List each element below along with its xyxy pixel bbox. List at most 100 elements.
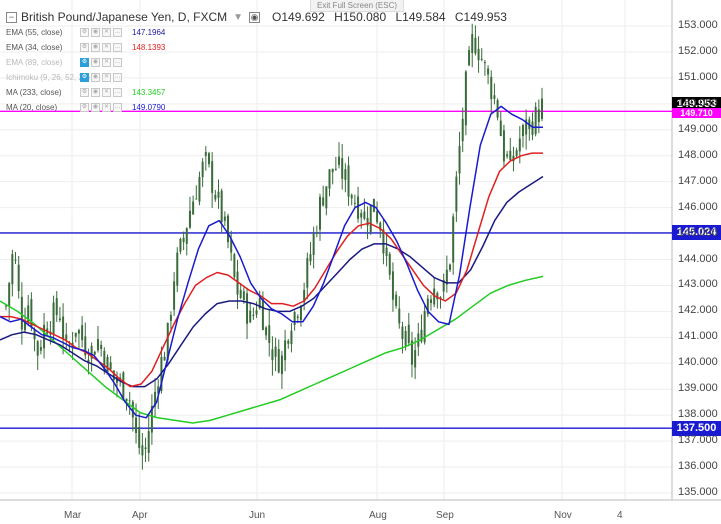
candle-body [17,264,20,292]
candle-body [366,217,369,226]
candle-body [265,327,268,336]
candle-body [455,176,458,212]
price-axis-panel[interactable] [672,0,721,500]
chart-grid [0,0,672,500]
indicator-value: 148.1393 [132,43,166,52]
candle-body [65,334,68,340]
candle-body [109,362,112,370]
settings-icon[interactable]: ⚙ [80,73,89,82]
candle-body [150,405,153,433]
ma233-line [0,275,544,424]
indicator-controls: ⚙ ◉ ✕… [80,73,124,82]
settings-icon[interactable]: ⚙ [80,28,89,37]
candle-body [239,289,242,298]
candle-body [490,77,493,100]
candle-body [436,292,439,300]
candle-body [452,216,455,263]
settings-icon[interactable]: ⚙ [80,58,89,67]
indicator-row[interactable]: MA (20, close) ⚙ ◉ ✕… 149.0790 [6,103,165,112]
candle-body [506,154,509,157]
x-tick-label: Aug [369,510,387,521]
visibility-icon[interactable]: ◉ [91,88,100,97]
hide-series-icon[interactable]: ◉ [249,11,261,23]
visibility-icon[interactable]: ◉ [91,73,100,82]
candle-body [379,222,382,231]
delete-icon[interactable]: ✕ [102,58,111,67]
delete-icon[interactable]: ✕ [102,73,111,82]
more-icon[interactable]: … [113,73,122,82]
candle-body [306,258,309,288]
delete-icon[interactable]: ✕ [102,43,111,52]
candle-body [464,71,467,126]
candle-body [204,152,207,156]
indicator-row[interactable]: Ichimoku (9, 26, 52, 26) ⚙ ◉ ✕… [6,73,132,82]
y-tick-label: 138.000 [678,408,718,421]
more-icon[interactable]: … [113,43,122,52]
candle-body [353,202,356,204]
candle-body [227,215,230,243]
candle-body [36,341,39,356]
candle-body [96,339,99,351]
candle-body [493,95,496,99]
candle-body [138,427,141,448]
candle-body [521,125,524,137]
candle-body [43,324,46,349]
visibility-icon[interactable]: ◉ [91,103,100,112]
ema34-line [0,152,543,388]
candle-body [122,372,125,399]
indicator-value: 149.0790 [132,103,166,112]
settings-icon[interactable]: ⚙ [80,103,89,112]
indicator-row[interactable]: MA (233, close) ⚙ ◉ ✕… 143.3457 [6,88,165,97]
candle-body [214,194,217,200]
candle-body [220,190,223,223]
candle-body [309,254,312,262]
chevron-down-icon[interactable]: ▼ [233,11,244,23]
candle-body [534,106,537,134]
candle-body [284,340,287,361]
y-tick-label: 141.000 [678,330,718,343]
ma20-line [0,105,543,419]
more-icon[interactable]: … [113,58,122,67]
horizontal-lines[interactable] [0,110,672,429]
symbol-name[interactable]: British Pound/Japanese Yen, D, FXCM [21,10,228,24]
candle-body [385,247,388,257]
candle-body [261,298,264,331]
candle-body [391,271,394,300]
price-tag-137: 137.500 [672,421,721,436]
candle-body [315,232,318,234]
exit-fullscreen-button[interactable]: Exit Full Screen (ESC) [310,0,405,12]
more-icon[interactable]: … [113,28,122,37]
candle-body [195,198,198,200]
candle-body [268,325,271,343]
delete-icon[interactable]: ✕ [102,28,111,37]
candle-body [223,216,226,221]
visibility-icon[interactable]: ◉ [91,28,100,37]
more-icon[interactable]: … [113,103,122,112]
y-tick-label: 135.000 [678,486,718,498]
settings-icon[interactable]: ⚙ [80,43,89,52]
collapse-icon[interactable]: − [6,11,17,23]
delete-icon[interactable]: ✕ [102,103,111,112]
candle-body [125,398,128,402]
indicator-row[interactable]: EMA (34, close) ⚙ ◉ ✕… 148.1393 [6,43,165,52]
more-icon[interactable]: … [113,88,122,97]
indicator-row[interactable]: EMA (55, close) ⚙ ◉ ✕… 147.1964 [6,28,165,37]
candle-body [376,211,379,223]
moving-averages [0,105,544,424]
x-tick-label: Nov [554,510,572,521]
y-tick-label: 147.000 [678,174,718,187]
candle-body [480,58,483,60]
settings-icon[interactable]: ⚙ [80,88,89,97]
indicator-label: Ichimoku (9, 26, 52, 26) [6,73,91,82]
candle-body [537,109,540,123]
candle-body [258,298,261,309]
candle-body [372,198,375,212]
indicator-row[interactable]: EMA (89, close) ⚙ ◉ ✕… [6,58,132,67]
visibility-icon[interactable]: ◉ [91,43,100,52]
candle-body [27,305,30,322]
visibility-icon[interactable]: ◉ [91,58,100,67]
candle-body [293,311,296,326]
delete-icon[interactable]: ✕ [102,88,111,97]
candle-body [407,324,410,344]
